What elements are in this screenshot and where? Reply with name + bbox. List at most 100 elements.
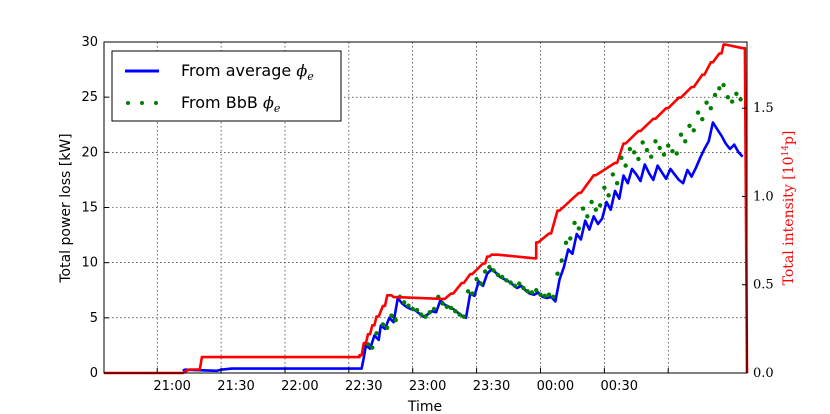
bbb-data-point [521,285,526,291]
bbb-data-point [551,294,556,300]
bbb-data-point [512,283,518,289]
bbb-data-point [495,272,501,278]
bbb-data-point [717,86,722,91]
x-tick-label: 23:30 [473,379,510,394]
bbb-data-point [666,143,671,148]
bbb-data-point [695,110,701,115]
x-tick-label: 00:00 [537,379,574,394]
bbb-data-point [402,300,407,305]
bbb-data-point [568,236,573,241]
bbb-data-point [614,181,620,186]
bbb-data-point [648,154,654,159]
bbb-data-point [440,301,445,306]
bbb-data-point [729,99,735,104]
bbb-data-point [602,185,607,190]
x-tick-label: 22:00 [281,379,318,394]
average-power-loss-line [182,121,744,373]
bbb-data-point [410,306,415,312]
legend-entry-bbb: From BbB ϕe [181,93,281,115]
bbb-data-point [470,291,475,296]
bbb-data-point [627,146,633,152]
y-axis-label-right-main: Total intensity [10 [781,156,797,285]
bbb-data-point [708,106,714,111]
bbb-data-point [478,281,484,286]
bbb-data-point [461,314,467,319]
x-tick-label: 23:00 [409,379,446,394]
bbb-data-point [712,92,718,98]
bbb-data-point [597,203,603,208]
bbb-data-point [563,240,569,246]
bbb-data-point [370,345,375,350]
bbb-data-point [700,117,705,122]
bbb-data-point [508,280,513,285]
tick-group: 0 5 10 15 20 25 30 21:00 21:30 22:00 22:30 23:00 23:… [81,35,773,394]
bbb-data-point [448,305,454,311]
y-tick-label: 5 [90,311,98,326]
y-tick-label: 15 [81,201,98,216]
bbb-data-point [576,226,581,231]
bbb-data-point [487,264,492,270]
bbb-data-point [542,293,547,298]
y-right-tick-label: 0.5 [753,278,774,293]
bbb-data-point [499,274,505,280]
bbb-data-point [631,150,637,155]
y-axis-label-left: Total power loss [kW] [58,133,74,283]
bbb-data-point [687,123,692,129]
legend-entry-average: From average ϕe [181,61,314,83]
bbb-data-point [555,271,560,276]
y-tick-label: 0 [90,366,98,381]
bbb-data-point [444,304,449,309]
y-tick-label: 30 [81,35,98,50]
bbb-data-point [636,156,641,162]
legend: From average ϕe From BbB ϕe [111,50,342,122]
bbb-data-point [538,292,543,297]
y-right-tick-label: 0.0 [753,366,774,381]
bbb-data-point [644,147,650,153]
bbb-data-point [534,288,539,293]
y-tick-label: 10 [81,256,98,271]
bbb-data-point [529,290,535,295]
y-tick-label: 25 [81,90,98,105]
bbb-data-point [546,292,552,297]
y-axis-label-right-tail: p] [781,131,797,145]
bbb-data-point [414,307,420,313]
bbb-data-point [559,258,564,263]
y-tick-label: 20 [81,145,98,160]
bbb-data-point [589,199,594,205]
bbb-data-point [374,331,379,336]
bbb-data-point [725,94,731,100]
bbb-data-point [640,140,645,145]
total-intensity-line [104,43,749,375]
bbb-data-point [623,163,628,168]
bbb-data-point [504,278,509,283]
bbb-data-point [738,97,743,102]
bbb-data-point [721,82,726,88]
bbb-data-point [674,151,679,156]
bbb-data-point [491,268,496,273]
bbb-data-point [406,303,411,308]
series-group [104,43,749,375]
bbb-data-point [704,100,709,105]
bbb-data-point [423,314,428,319]
x-axis-label: Time [407,399,442,414]
bbb-data-point [734,91,739,97]
bbb-data-point [606,193,611,198]
bbb-data-point [580,206,586,211]
x-tick-label: 21:00 [153,379,190,394]
bbb-data-point [691,128,696,133]
bbb-data-point [661,152,667,157]
bbb-data-point [610,172,616,177]
bbb-data-point [453,309,458,314]
legend-dot-swatch [126,101,158,105]
bbb-data-point [653,139,658,144]
legend-box [111,50,342,122]
bbb-data-point [427,310,432,315]
bbb-data-point [525,289,530,294]
bbb-data-point [516,281,522,286]
x-tick-label: 22:30 [345,379,382,394]
x-tick-label: 21:30 [217,379,254,394]
y-right-tick-label: 1.5 [753,101,774,116]
bbb-data-point [431,306,437,312]
bbb-data-point [465,289,471,294]
